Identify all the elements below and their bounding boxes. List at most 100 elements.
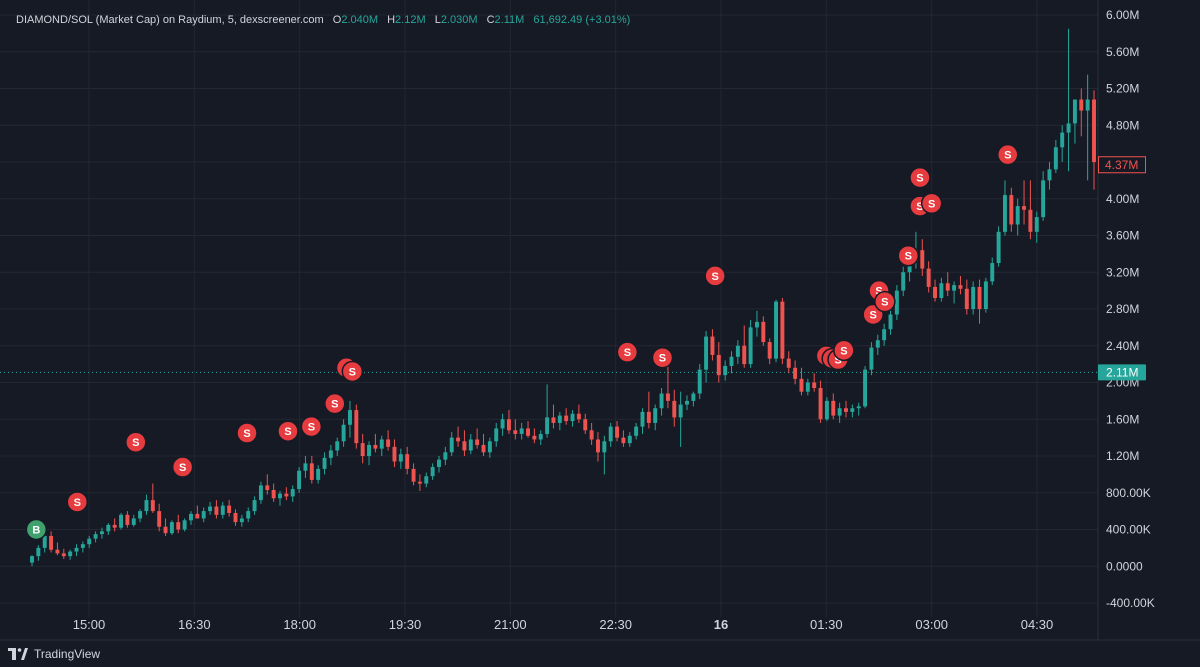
sell-marker[interactable]: S [920,192,943,215]
candle-body [735,345,740,357]
candle-body [449,437,454,453]
candle-body [844,408,848,412]
candle-body [341,424,346,442]
candle-body [475,439,480,445]
time-axis[interactable]: 15:00 16:30 18:00 19:30 21:00 22:30 16 01:30 03:… [73,617,1054,632]
candle-body [856,406,861,409]
candle-body [61,553,66,557]
candle-body [125,514,130,525]
candle-body [93,534,98,539]
candle-body [888,314,893,330]
sell-marker[interactable]: S [300,415,323,438]
sell-marker[interactable]: S [996,143,1019,166]
candle-body [1060,132,1065,148]
candle-body [1022,206,1027,210]
candle-body [494,428,499,442]
chart-legend: DIAMOND/SOL (Market Cap) on Raydium, 5, … [16,14,630,26]
marker-label: S [349,366,356,378]
sell-marker[interactable]: S [171,456,194,478]
candle-body [430,467,435,477]
candle-body [252,500,257,512]
candle-body [367,444,372,456]
sell-marker[interactable]: S [651,346,674,369]
candle-body [615,426,620,438]
sell-marker[interactable]: S [66,491,89,513]
buy-marker[interactable]: B [25,518,48,541]
marker-label: S [928,198,935,210]
candle-body [150,500,155,512]
marker-circle [874,290,896,313]
sell-marker[interactable]: S [341,360,364,383]
tradingview-footer[interactable]: TradingView [8,647,100,661]
candle-body [958,285,963,289]
candle-body [939,283,944,298]
legend-high-value: 2.12M [395,14,426,26]
candle-body [818,388,823,420]
candle-body [894,290,899,315]
candle-body [30,556,34,563]
candle-body [68,551,73,557]
sell-marker[interactable]: S [125,431,147,453]
sell-marker[interactable]: S [874,290,896,313]
candle-body [74,547,79,552]
marker-circle [897,244,920,267]
candle-body [933,286,937,298]
marker-circle [833,339,855,362]
sell-marker[interactable]: S [616,341,639,363]
marked-price-label: 4.37M [1105,158,1138,172]
candle-body [837,408,842,416]
marker-label: S [905,251,912,263]
y-tick-label: 3.20M [1106,265,1139,279]
chart-grid [0,0,1200,641]
x-tick-label: 04:30 [1021,617,1054,632]
candle-body [596,439,600,453]
candle-body [780,301,785,359]
candle-body [920,250,925,269]
y-tick-label: 5.60M [1106,45,1139,59]
candle-body [996,231,1001,264]
marker-label: S [711,271,718,283]
legend-low-label: L [434,14,441,26]
candle-body [411,468,416,482]
candle-body [907,261,912,273]
x-tick-label: 15:00 [73,617,106,632]
price-axis[interactable]: 6.00M 5.60M 5.20M 4.80M 4.00M 3.60M 3.20M 2.80M… [1098,8,1155,610]
marker-label: S [308,422,315,434]
candle-body [1028,209,1033,232]
candle-body [653,408,658,423]
candle-body [799,378,804,392]
candle-body [659,393,664,409]
candle-body [309,463,314,480]
candle-body [278,493,282,499]
candle-body [322,457,327,469]
candle-body [220,505,225,515]
sell-marker[interactable]: S [277,420,299,442]
candle-body [634,426,639,436]
candle-body [704,336,709,370]
sell-marker[interactable]: S [897,244,920,267]
sell-marker[interactable]: S [704,265,726,287]
candle-body [564,415,569,422]
x-tick-label: 22:30 [599,617,632,632]
candle-body [964,288,969,309]
candle-body [379,439,384,449]
marker-label: S [243,428,250,440]
sell-marker[interactable]: S [324,392,346,415]
last-price-tag [1098,364,1146,381]
sell-marker[interactable]: S [909,166,931,189]
sell-marker[interactable]: S [833,339,855,362]
candle-body [545,417,550,434]
candle-body [812,382,817,389]
sell-marker[interactable]: S [236,422,258,444]
candle-body [640,411,645,427]
marker-circle [341,360,364,383]
candle-body [824,400,829,420]
legend-title: DIAMOND/SOL (Market Cap) on Raydium, 5, … [16,14,324,26]
candle-body [697,369,702,394]
candle-body [99,531,104,535]
legend-low-value: 2.030M [440,14,478,26]
candle-body [49,535,54,550]
candle-body [506,419,511,431]
candle-body [328,450,333,458]
